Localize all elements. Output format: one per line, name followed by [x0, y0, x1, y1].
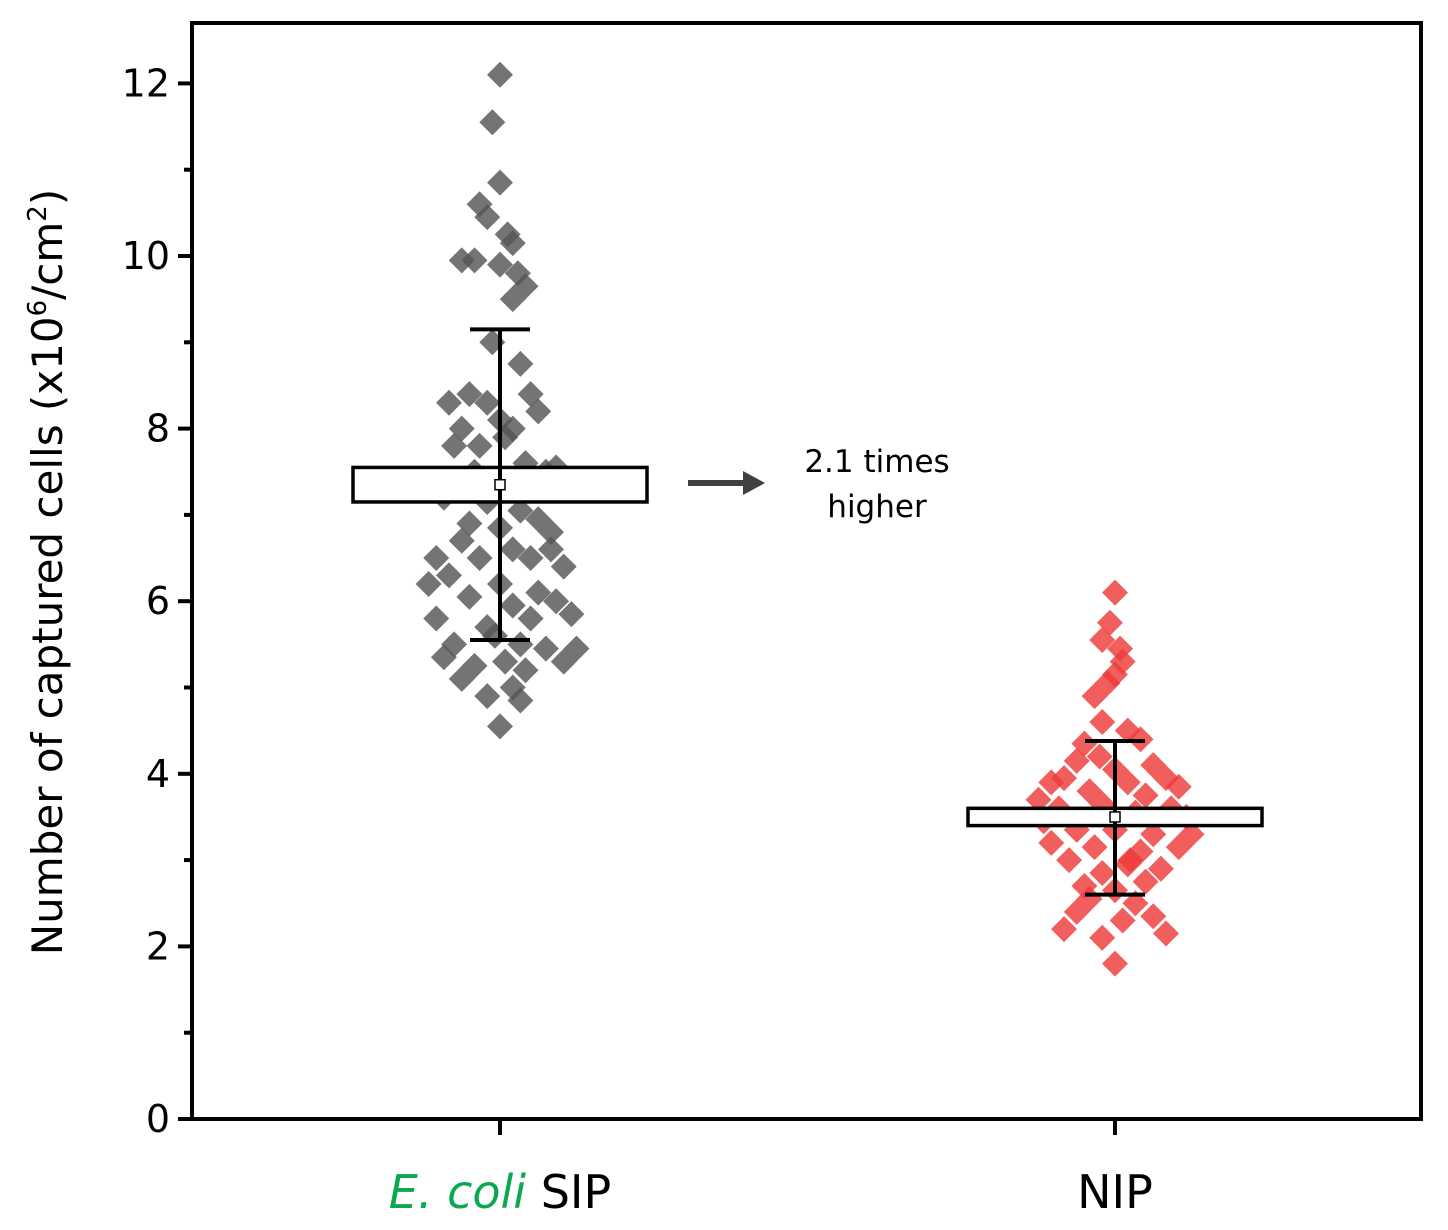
data-point: [461, 247, 488, 274]
data-point: [1140, 903, 1167, 930]
data-point: [1081, 683, 1108, 710]
annotation-arrow-icon: [743, 471, 765, 495]
data-point: [499, 592, 526, 619]
data-point: [1051, 916, 1077, 943]
annotation-line1: 2.1 times: [804, 444, 949, 480]
data-point: [474, 683, 501, 710]
y-axis-label-main: Number of captured cells (x10: [23, 316, 72, 955]
y-axis-label-exp2: 2: [23, 205, 53, 222]
category-label-nip: NIP: [1077, 1165, 1153, 1219]
data-point: [448, 665, 475, 692]
data-point: [441, 432, 468, 459]
data-point: [550, 553, 577, 580]
y-axis-label-exp1: 6: [23, 300, 53, 317]
data-point: [543, 588, 570, 615]
data-point: [1089, 924, 1116, 951]
data-point: [494, 221, 521, 248]
data-point: [487, 61, 513, 88]
data-point: [474, 389, 501, 416]
y-tick-label: 2: [146, 924, 170, 968]
data-point: [487, 713, 513, 740]
data-point: [474, 204, 501, 231]
category-label-sip-rest: SIP: [526, 1165, 611, 1219]
data-point: [517, 545, 544, 572]
data-point: [487, 251, 513, 278]
y-tick-label: 12: [122, 61, 170, 105]
data-point: [1063, 747, 1090, 774]
data-point: [456, 583, 483, 610]
data-point: [1147, 855, 1174, 882]
data-point: [1114, 769, 1141, 796]
data-point: [1102, 579, 1128, 606]
data-point: [499, 230, 526, 257]
data-point: [507, 687, 534, 714]
y-tick-label: 4: [146, 752, 170, 796]
data-point: [499, 286, 526, 313]
data-point: [436, 562, 462, 589]
data-point: [1056, 847, 1083, 874]
data-point: [1117, 847, 1144, 874]
data-point: [550, 648, 577, 675]
data-point: [525, 398, 552, 425]
data-point: [507, 497, 534, 524]
data-point: [1038, 829, 1065, 856]
data-point: [456, 381, 483, 408]
mean-marker-0: [494, 478, 506, 491]
category-label-sip-italic: E. coli: [389, 1165, 527, 1219]
plot-frame: [190, 21, 1423, 1121]
y-axis-label: Number of captured cells (x106/cm2): [23, 189, 72, 956]
data-point: [1089, 709, 1116, 736]
data-point: [1165, 773, 1192, 800]
y-tick-label: 8: [146, 407, 170, 451]
data-point: [1140, 821, 1167, 848]
data-point: [1122, 890, 1149, 917]
data-point: [1089, 627, 1116, 654]
data-point: [1109, 907, 1136, 934]
data-point: [479, 109, 506, 136]
data-point: [499, 536, 526, 563]
category-label-sip: E. coli SIP: [389, 1165, 611, 1219]
data-point: [466, 545, 493, 572]
data-point: [441, 631, 468, 658]
data-point: [466, 432, 493, 459]
data-point: [423, 605, 450, 632]
data-point: [558, 601, 585, 628]
data-point: [1102, 950, 1128, 977]
annotation: 2.1 times higher: [688, 444, 950, 525]
data-point: [492, 648, 519, 675]
y-tick-label: 0: [146, 1097, 170, 1141]
data-point: [448, 527, 475, 554]
data-point: [538, 536, 564, 563]
data-point: [1089, 860, 1116, 887]
data-point: [1153, 920, 1179, 947]
y-tick-label: 6: [146, 579, 170, 623]
data-point: [538, 519, 564, 546]
annotation-line2: higher: [827, 489, 927, 525]
y-tick-label: 10: [122, 234, 170, 278]
y-axis-label-end: ): [23, 189, 72, 205]
data-point: [507, 631, 534, 658]
data-point: [512, 657, 539, 684]
data-point: [415, 570, 442, 597]
data-point: [507, 350, 534, 377]
data-point: [1063, 898, 1090, 925]
data-point: [487, 169, 513, 196]
category-label-nip-rest: NIP: [1077, 1165, 1153, 1219]
data-point: [1025, 786, 1052, 813]
mean-marker-1: [1109, 811, 1121, 823]
data-point: [1081, 834, 1108, 861]
data-point: [436, 389, 462, 416]
y-axis-label-mid: /cm: [23, 222, 72, 300]
data-point: [525, 579, 552, 606]
data-point: [1132, 782, 1159, 809]
data-point: [1132, 868, 1159, 895]
data-point: [517, 605, 544, 632]
data-point: [1086, 743, 1113, 770]
data-point: [423, 545, 450, 572]
data-point: [1178, 821, 1205, 848]
data-point: [1038, 769, 1065, 796]
data-point: [532, 635, 559, 662]
